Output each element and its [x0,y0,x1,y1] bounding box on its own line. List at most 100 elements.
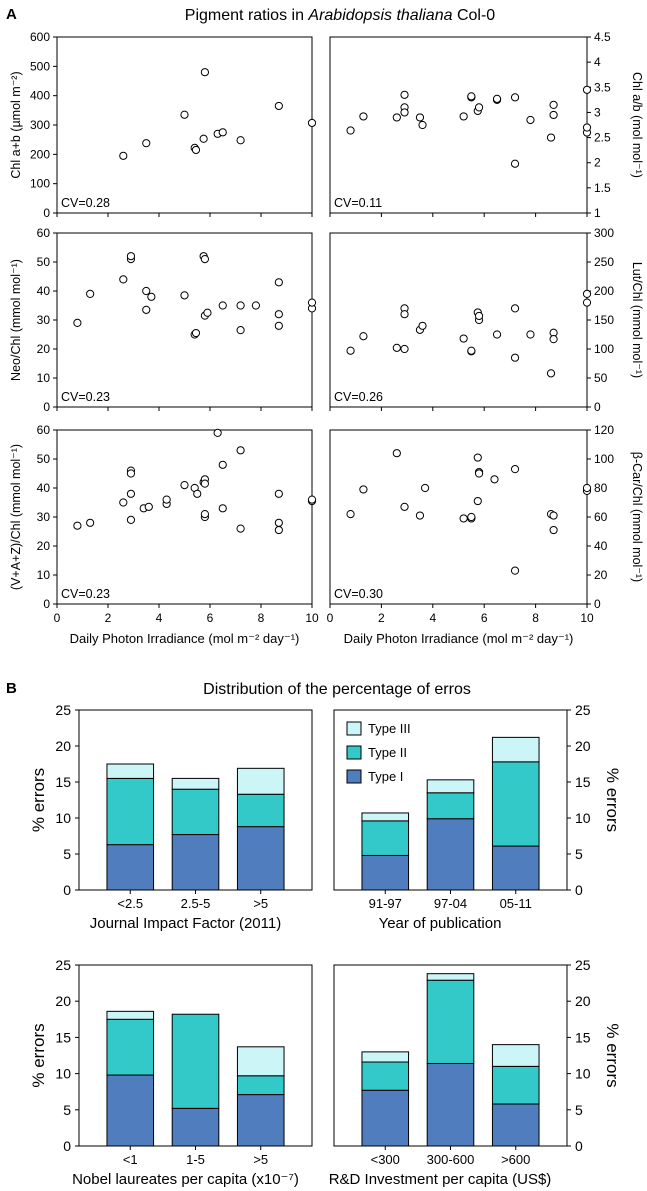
data-point [546,369,556,378]
y-tick-label: 10 [55,1066,71,1082]
data-point [213,428,222,437]
bar-chart-3: 0 5 10 15 20 25 <1 1-5 >5 Nobel laureates per cap… [29,957,313,1188]
data-point [392,449,401,458]
y-tick-label: 0 [43,597,50,611]
data-point [549,511,558,520]
bar-segment-type-iii [361,1051,410,1063]
y-axis-label: Chl a+b (µmol m⁻²) [9,71,23,178]
y-tick-label: 0 [575,882,583,898]
y-tick-label: 25 [575,702,591,718]
bar-segment-type-i [236,1094,285,1147]
x-tick-label: 97-04 [434,896,467,911]
data-point [392,113,401,122]
data-point [510,465,520,474]
y-tick-label: 5 [63,1102,71,1118]
data-point [142,286,151,296]
y-tick-label: 15 [575,1029,591,1045]
scatter-plot-4: 0 50 100 150 200 250 300 Lut/Chl (mmol mol⁻¹) CV… [329,226,644,414]
bar-segment-type-i [106,1074,155,1147]
y-tick-label: 0 [63,882,71,898]
data-point [274,321,283,330]
data-point [418,321,427,330]
y-tick-label: 100 [594,452,614,466]
legend-label: Type I [368,769,403,784]
y-axis-label: (V+A+Z)/Chl (mmol mol⁻¹) [9,444,23,590]
bar-segment-type-ii [236,1075,285,1096]
data-point [251,301,260,310]
data-point [346,126,355,135]
data-point [582,289,592,298]
legend: Type III Type II Type I [346,721,411,784]
data-point [582,298,592,307]
bar-segment-type-iii [491,1044,540,1067]
y-tick-label: 25 [55,957,71,973]
y-tick-label: 1.5 [594,181,611,195]
data-point [218,301,227,310]
data-point [359,332,368,341]
data-point [200,509,209,519]
y-tick-label: 5 [575,846,583,862]
y-tick-label: 10 [55,810,71,826]
plot-frame [56,36,313,214]
bar-chart-4: 0 5 10 15 20 25 <300 300-600 >600 R&D Investment … [329,957,622,1188]
data-point [236,446,245,455]
data-point [526,330,535,339]
bar-segment-type-ii [171,788,220,836]
y-tick-label: 0 [43,400,50,414]
y-tick-label: 4 [594,55,601,69]
cv-label: CV=0.11 [334,196,382,210]
y-tick-label: 15 [55,774,71,790]
data-point [549,525,558,535]
x-axis-label: Journal Impact Factor (2011) [90,915,281,932]
data-point [400,344,409,354]
y-tick-label: 10 [575,810,591,826]
y-tick-label: 120 [594,423,614,437]
plot-frame [56,429,313,605]
data-point [142,305,151,314]
data-point [73,318,82,327]
panel-b-title: Distribution of the percentage of erros [203,681,471,698]
y-axis-label: Lut/Chl (mmol mol⁻¹) [630,262,644,378]
x-tick-label: <1 [123,1152,138,1167]
y-tick-label: 400 [30,89,50,103]
bar-segment-type-iii [236,767,285,795]
y-tick-label: 3.5 [594,80,611,94]
x-tick-label: 4 [156,611,163,625]
data-point [420,483,430,493]
scatter-plot-6: 0 20 40 60 80 100 120 0 2 4 6 8 10 β-Car/Chl (mmol mo… [327,423,644,646]
y-tick-label: 20 [55,993,71,1009]
data-point [467,346,476,355]
data-point [549,110,558,120]
bar-segment-type-iii [171,777,220,790]
data-point [180,291,189,300]
data-point [191,145,201,155]
x-tick-label: <300 [371,1152,400,1167]
data-point [180,110,189,119]
y-tick-label: 50 [37,255,51,269]
data-point [415,113,425,122]
bar-segment-type-i [491,1103,540,1147]
data-point [467,92,476,101]
data-point [582,85,592,94]
bar-segment-type-i [171,834,220,891]
bar-segment-type-i [491,845,540,891]
x-tick-label: 1-5 [186,1152,205,1167]
bar-segment-type-i [361,854,410,891]
y-axis-label: Chl a/b (mol mol⁻¹) [630,72,644,178]
data-point [147,292,156,301]
scatter-plot-1: 0 100 200 300 400 500 600 Chl a+b (µmol m⁻²) CV=… [9,30,317,220]
y-tick-label: 20 [594,568,608,582]
x-tick-label: >5 [253,896,268,911]
data-point [473,496,482,506]
data-point [274,101,283,111]
x-tick-label: 0 [327,611,334,625]
y-axis-label: % errors [29,768,48,832]
data-point [459,112,468,121]
x-tick-label: 2 [378,611,385,625]
x-axis-label: Daily Photon Irradiance (mol m⁻² day⁻¹) [70,631,300,646]
data-point [126,252,136,261]
data-point [119,275,128,284]
bar-segment-type-ii [426,979,475,1064]
y-tick-label: 50 [594,371,608,385]
legend-swatch [346,721,362,736]
